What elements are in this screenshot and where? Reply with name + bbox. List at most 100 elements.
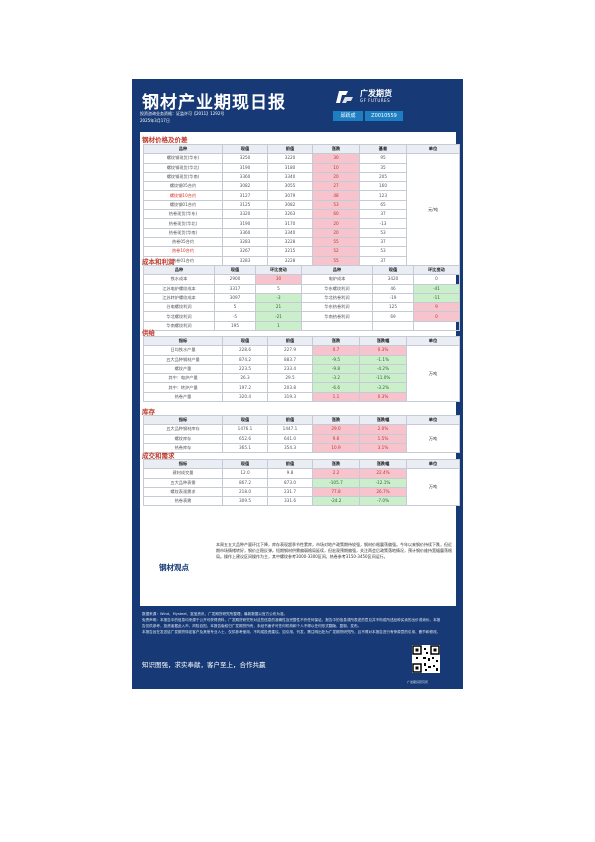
current-value: 867.2 [222, 477, 268, 488]
table-row: 日均铁水产量 228.6 227.9 0.7 0.3% 万吨 [143, 345, 460, 403]
row-label: 热卷现货(华东) [143, 209, 223, 220]
slogan: 知识图强，求实奉献，客户至上，合作共赢 [142, 661, 266, 669]
change-value: -9.5 [312, 354, 360, 365]
previous-value: 3228 [267, 236, 313, 248]
change-value: -6.6 [312, 382, 360, 393]
basis-value: 35 [359, 162, 407, 173]
change-value: 1.1 [312, 391, 360, 403]
table-row: 热卷01合约 3283 3228 55 37 [143, 255, 460, 266]
qr-code-icon [412, 645, 440, 673]
current-value: 197.2 [222, 382, 268, 393]
current-value: 874.2 [222, 354, 268, 365]
row-label: 其中：电炉产量 [143, 373, 223, 384]
brand-name-en: GF FUTURES [360, 98, 391, 103]
table-row: 谷电螺纹利润 5 21 华东热卷利润 125 9 [143, 302, 460, 313]
current-value: 3317 [214, 283, 256, 294]
column-header: 涨跌 [312, 335, 360, 347]
row-label: 建材成交量 [143, 468, 223, 479]
disclaimer-text-2: 本报告旨在发送给广发期货特定客户及其他专业人士，仅供参考使用，不构成投资建议。如… [142, 630, 441, 634]
change-value: 2.2 [312, 468, 360, 479]
current-value: 3360 [222, 227, 268, 238]
section-demand: 成交和需求 [142, 452, 175, 460]
previous-value: 883.7 [267, 354, 313, 365]
column-header: 现值 [222, 143, 268, 155]
change-value: 52 [312, 246, 360, 257]
brand-name: 广发期货 [360, 89, 392, 98]
row-label: 螺纹钢现货(华南) [143, 171, 223, 183]
previous-value: 3228 [267, 255, 313, 266]
table-row: 五大品种表需 867.2 873.0 -105.7 -12.1% [143, 477, 460, 488]
row-label: 日均铁水产量 [143, 345, 223, 356]
row-label: 华东热卷利润 [301, 302, 373, 313]
footer: 广发期货研究所 [407, 680, 429, 684]
change-value: -24.2 [312, 496, 360, 507]
row-label: 螺纹库存 [143, 433, 223, 444]
row-label: 螺纹表观需求 [143, 486, 223, 498]
current-value: 2900 [214, 274, 256, 285]
change-percent: 3.1% [359, 442, 407, 454]
change-value: -11 [413, 292, 460, 304]
previous-value: 3263 [267, 209, 313, 220]
table-row: 江苏转炉螺纹成本 3097 -3 华北热卷利润 -19 -11 [143, 292, 460, 304]
row-label: 螺纹钢现货(华北) [143, 162, 223, 173]
row-label: 热卷产量 [143, 391, 223, 403]
gf-logo-icon [336, 91, 353, 103]
change-percent: 26.7% [359, 486, 407, 498]
unit-cell: 万吨 [406, 345, 460, 403]
table-row: 铁水成本 2900 30 电炉成本 3420 0 [143, 274, 460, 285]
column-header: 涨跌 [312, 414, 360, 426]
report-date: 2025年3月17日 [140, 118, 170, 123]
current-value: 320.4 [222, 391, 268, 403]
current-value: 12.0 [222, 468, 268, 479]
change-percent: 22.4% [359, 468, 407, 479]
change-value [413, 320, 460, 332]
change-value: 53 [312, 199, 360, 211]
change-value: -21 [255, 311, 302, 322]
current-value: 3420 [372, 274, 414, 285]
row-label: 华北螺纹利润 [143, 311, 215, 322]
change-value: 20 [312, 227, 360, 238]
view-box: 钢材观点 本周五五大品种产量环比下降，库存表现超季节性累库，市场对地产政策期待较… [140, 540, 456, 606]
current-value: 3360 [222, 171, 268, 183]
column-header: 指标 [143, 414, 223, 426]
previous-value: 3055 [267, 181, 313, 192]
basis-value: 123 [359, 190, 407, 201]
basis-value: 37 [359, 255, 407, 266]
previous-value: 3082 [267, 199, 313, 211]
column-header: 单位 [406, 335, 460, 347]
change-value: 77.8 [312, 486, 360, 498]
change-value: 9.6 [312, 433, 360, 444]
current-value: 218.0 [222, 486, 268, 498]
qr-code[interactable] [412, 645, 440, 673]
previous-value: 3170 [267, 218, 313, 229]
current-value: -5 [214, 311, 256, 322]
row-label: 螺纹钢10合约 [143, 190, 223, 201]
row-label: 热卷现货(华南) [143, 227, 223, 238]
report-page: 钢材产业期现日报 投资咨询业务资格：证监许可【2011】1292号 2025年3… [132, 79, 463, 689]
change-value: 55 [312, 236, 360, 248]
column-header: 环比变动 [255, 264, 302, 276]
column-header: 现值 [222, 335, 268, 347]
change-value: -3 [255, 292, 302, 304]
change-value: 9 [413, 302, 460, 313]
table-row: 热卷现货(华南) 3360 3340 20 53 [143, 227, 460, 238]
table-row: 热卷产量 320.4 319.3 1.1 0.3% [143, 391, 460, 403]
row-label: 五大品种表需 [143, 477, 223, 488]
change-percent: 0.3% [359, 345, 407, 356]
row-label: 热卷05合约 [143, 236, 223, 248]
basis-value: -13 [359, 218, 407, 229]
current-value [372, 320, 414, 332]
table-header: 指标 现值 前值 涨跌 涨跌幅 单位 [143, 335, 460, 347]
current-value: 5 [214, 302, 256, 313]
column-header: 前值 [267, 414, 313, 426]
basis-value: 65 [359, 199, 407, 211]
previous-value: 3340 [267, 227, 313, 238]
change-percent: -7.0% [359, 496, 407, 507]
previous-value: 3180 [267, 162, 313, 173]
table-header: 指标 现值 前值 涨跌 涨跌幅 单位 [143, 414, 460, 426]
current-value: 223.5 [222, 363, 268, 375]
change-value: 20 [312, 171, 360, 183]
column-header: 基差 [359, 143, 407, 155]
column-header: 品种 [143, 143, 223, 155]
current-value: -19 [372, 292, 414, 304]
